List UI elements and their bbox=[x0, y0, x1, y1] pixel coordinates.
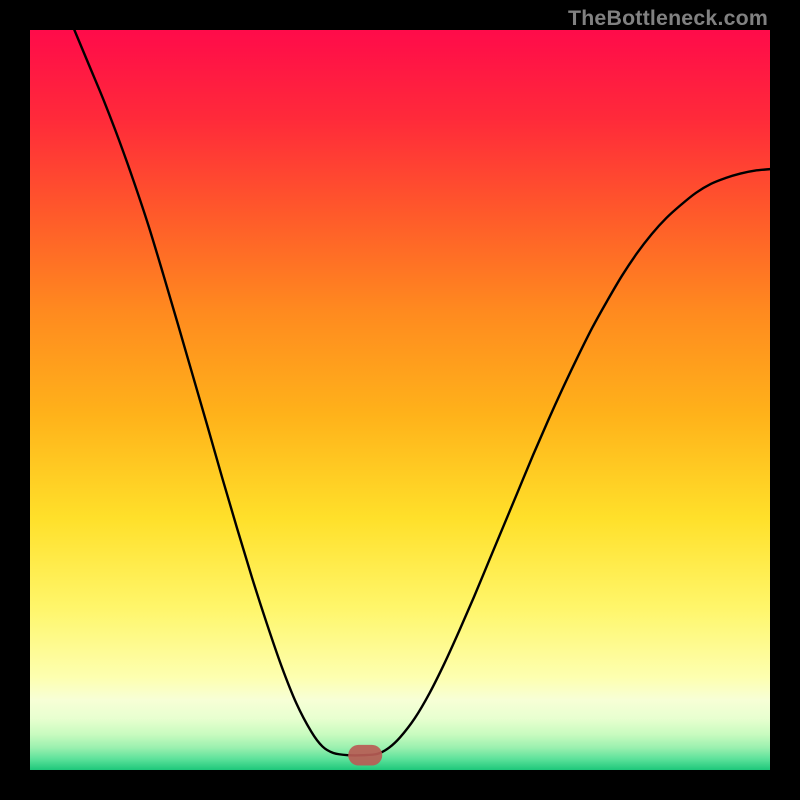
watermark-text: TheBottleneck.com bbox=[568, 6, 768, 31]
chart-container: TheBottleneck.com bbox=[0, 0, 800, 800]
minimum-marker bbox=[348, 745, 382, 766]
bottleneck-curve-plot bbox=[30, 30, 770, 770]
gradient-background bbox=[30, 30, 770, 770]
